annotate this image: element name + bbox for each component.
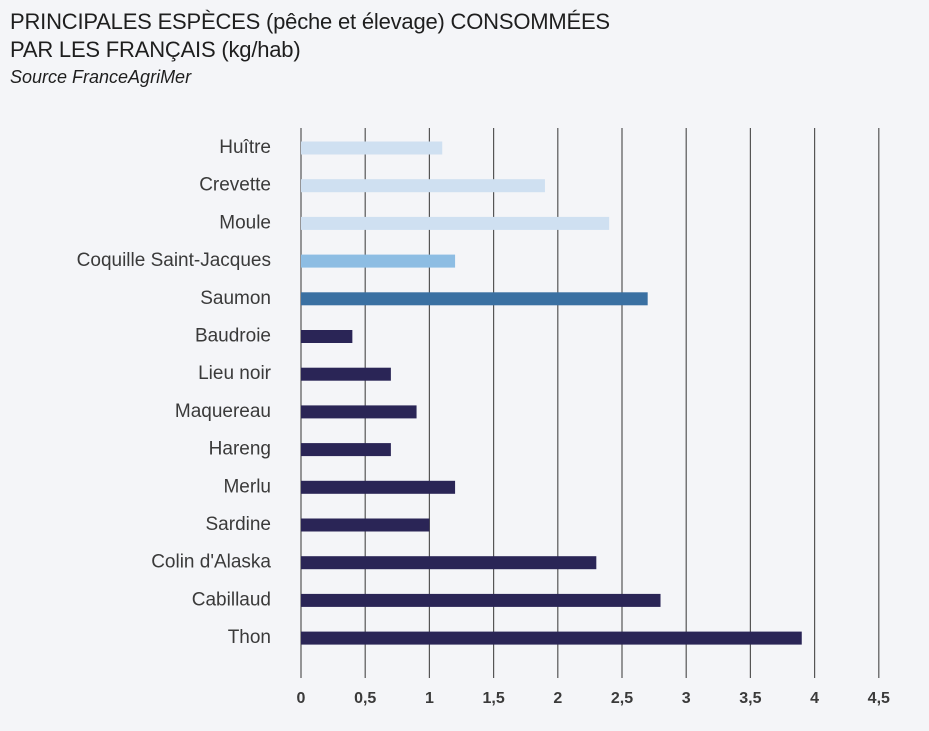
bar <box>301 631 802 645</box>
x-tick-label: 1,5 <box>482 690 504 707</box>
category-label: Maquereau <box>175 401 271 422</box>
category-label: Coquille Saint-Jacques <box>77 250 271 271</box>
x-tick-label: 2 <box>553 690 562 707</box>
bar <box>301 367 391 381</box>
category-label: Merlu <box>223 476 271 497</box>
x-tick-label: 4 <box>810 690 819 707</box>
category-label: Baudroie <box>195 326 271 347</box>
category-label: Crevette <box>199 175 271 196</box>
x-tick-label: 3 <box>682 690 691 707</box>
bar <box>301 254 456 268</box>
category-label: Hareng <box>209 439 271 460</box>
chart-title-line-2: PAR LES FRANÇAIS (kg/hab) <box>10 37 301 62</box>
bar <box>301 556 597 570</box>
bar <box>301 330 353 343</box>
chart-source: Source FranceAgriMer <box>10 67 192 87</box>
x-tick-label: 2,5 <box>611 690 633 707</box>
category-label: Cabillaud <box>192 589 271 610</box>
chart-header: PRINCIPALES ESPÈCES (pêche et élevage) C… <box>10 8 910 90</box>
x-tick-label: 1 <box>425 690 434 707</box>
chart-title-line-1: PRINCIPALES ESPÈCES (pêche et élevage) C… <box>10 9 610 34</box>
bars <box>301 141 802 645</box>
x-tick-label: 3,5 <box>739 690 761 707</box>
bar <box>301 480 456 494</box>
category-label: Saumon <box>200 288 271 309</box>
bar <box>301 141 443 155</box>
bar <box>301 443 391 457</box>
category-label: Sardine <box>206 514 272 535</box>
category-label: Colin d'Alaska <box>151 552 271 573</box>
x-tick-label: 0 <box>297 690 306 707</box>
bar <box>301 405 417 419</box>
x-tick-label: 0,5 <box>354 690 376 707</box>
bar <box>301 179 545 193</box>
bar <box>301 292 648 306</box>
category-label: Moule <box>219 212 271 233</box>
category-labels: Huître Crevette Moule Coquille Saint-Jacque… <box>77 137 272 648</box>
bar <box>301 216 610 230</box>
x-axis-tick-labels: 0 0,5 1 1,5 2 2,5 3 3,5 4 4,5 <box>297 690 890 707</box>
bar <box>301 518 430 532</box>
x-tick-label: 4,5 <box>868 690 890 707</box>
category-label: Huître <box>219 137 271 158</box>
bar <box>301 593 661 607</box>
category-label: Thon <box>228 627 271 648</box>
category-label: Lieu noir <box>198 363 272 384</box>
